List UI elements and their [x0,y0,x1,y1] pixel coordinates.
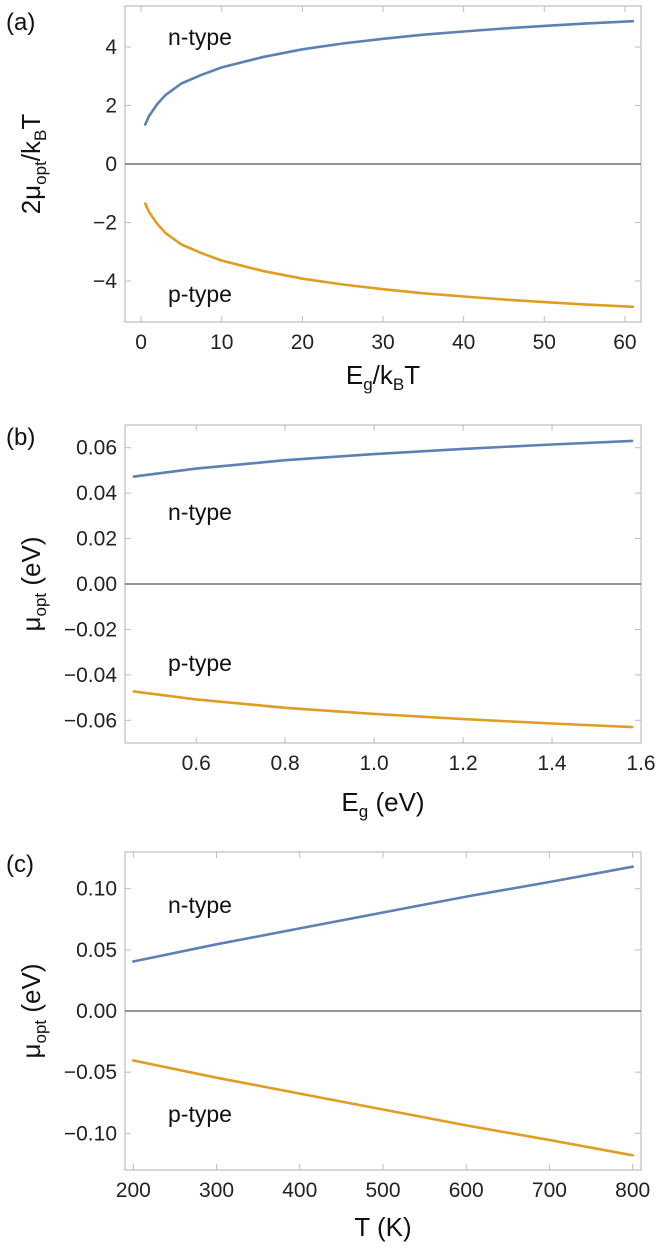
panel-label-a: (a) [6,9,35,36]
y-tick-label: 0.06 [76,437,117,460]
y-tick-label: −0.04 [64,664,117,687]
series-line-p-type [143,202,635,309]
series-line-n-type [132,865,634,963]
y-tick-label: −0.05 [64,1061,117,1084]
series-line-p-type [132,1059,634,1157]
series-layer-c [132,865,634,1157]
x-tick-label: 0.8 [271,752,300,775]
y-tick-label: 0.04 [76,482,117,505]
axes-b: 0.6 0.8 1.0 1.2 1.4 1.6 −0.06 −0.04 −0.02 0.00 0.0… [64,425,656,775]
y-tick-label: 2 [105,94,117,117]
panel-c: (c) 200 300 400 500 600 700 800 −0.10 −0.05 0.00 0… [6,851,650,1242]
axes-a: 0 10 20 30 40 50 60 −4 −2 0 2 4 [93,6,641,354]
y-tick-label: −0.10 [64,1122,117,1145]
x-tick-label: 600 [449,1179,484,1202]
annotation-p-type-c: p-type [168,1101,232,1127]
annotation-n-type-c: n-type [168,892,232,918]
x-tick-label: 400 [282,1179,317,1202]
y-tick-label: 0.00 [76,573,117,596]
x-tick-label: 50 [533,331,556,354]
panel-label-c: (c) [6,851,34,878]
x-tick-label: 1.0 [360,752,389,775]
axes-c: 200 300 400 500 600 700 800 −0.10 −0.05 0.00 0.05 0… [64,852,650,1202]
panel-a: (a) 0 10 20 30 40 50 60 −4 −2 0 2 4 n-type p-type E… [6,5,642,394]
y-tick-label: 0.02 [76,528,117,551]
y-tick-label: 0.00 [76,1000,117,1023]
y-tick-label: 0 [105,153,117,176]
panel-b: (b) 0.6 0.8 1.0 1.2 1.4 1.6 −0.06 −0.04 −0.02 0.0… [6,424,656,821]
x-tick-label: 1.6 [626,752,655,775]
y-tick-label: 0.10 [76,878,117,901]
x-tick-label: 300 [199,1179,234,1202]
series-line-p-type [132,690,634,729]
x-tick-label: 30 [371,331,394,354]
series-line-n-type [132,439,634,478]
y-axis-label-c: μopt (eV) [16,964,50,1059]
x-tick-label: 700 [532,1179,567,1202]
y-tick-label: −0.02 [64,618,117,641]
y-tick-label: −0.06 [64,709,117,732]
y-tick-label: −4 [93,270,117,293]
x-axis-label-c: T (K) [354,1212,411,1242]
x-tick-label: 800 [615,1179,650,1202]
x-tick-label: 10 [210,331,233,354]
y-axis-label-b: μopt (eV) [16,537,50,632]
series-layer-b [132,439,634,729]
y-tick-label: −2 [93,212,117,235]
x-axis-label-a: Eg/kBT [346,360,420,394]
x-tick-label: 0 [135,331,147,354]
x-tick-label: 40 [452,331,475,354]
x-tick-label: 1.4 [537,752,567,775]
annotation-n-type-a: n-type [168,24,232,50]
annotation-p-type-a: p-type [168,281,232,307]
y-tick-label: 0.05 [76,939,117,962]
y-axis-label-a: 2μopt/kBT [16,114,50,215]
panel-label-b: (b) [6,424,35,451]
y-tick-label: 4 [105,36,117,59]
annotation-n-type-b: n-type [168,499,232,525]
x-tick-label: 200 [116,1179,151,1202]
annotation-p-type-b: p-type [168,650,232,676]
x-tick-label: 1.2 [448,752,477,775]
x-tick-label: 60 [613,331,636,354]
series-line-n-type [143,19,635,126]
x-axis-label-b: Eg (eV) [341,787,424,821]
x-tick-label: 20 [291,331,314,354]
series-layer-a [143,19,635,309]
x-tick-label: 500 [365,1179,400,1202]
x-tick-label: 0.6 [182,752,211,775]
